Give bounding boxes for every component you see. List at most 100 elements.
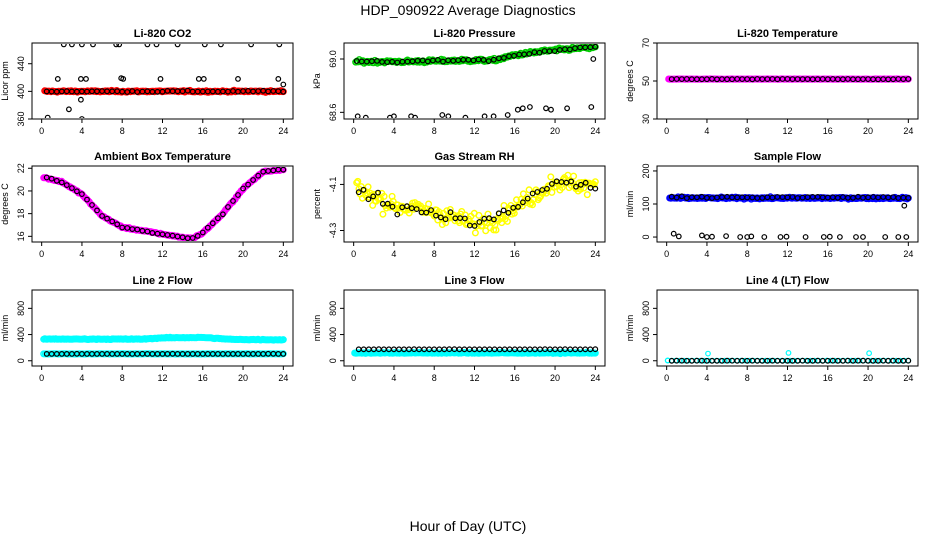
x-tick-label: 24 [903,249,913,259]
data-point [63,182,70,189]
outlier-point [826,233,833,240]
data-point [240,185,247,192]
data-point [179,234,186,241]
x-tick-label: 24 [903,126,913,136]
data-point [534,189,541,195]
outlier-point [195,75,202,82]
panel-line-4-lt-flow: Line 4 (LT) Flow ml/min 0 4 8 12 16 20 24 0 400 800 [625,275,919,383]
x-tick-label: 4 [391,249,396,259]
y-tick-label: 30 [641,114,651,124]
data-point [568,178,575,185]
data-point [379,210,387,218]
y-tick-label: 69.0 [328,50,338,68]
data-point [490,56,497,63]
panel-title: Gas Stream RH [434,151,514,163]
y-tick-label: 440 [16,56,26,71]
x-tick-label: 12 [157,249,167,259]
y-axis-label: ml/min [312,315,322,342]
x-tick-label: 0 [664,249,669,259]
outlier-point [218,44,224,48]
x-tick-label: 16 [823,126,833,136]
outlier-point [120,75,127,82]
data-point [360,186,367,193]
data-point [511,52,517,59]
data-point [510,209,518,217]
x-tick-label: 0 [39,126,44,136]
data-point [442,216,449,223]
outlier-point [113,44,120,48]
data-point [124,225,131,231]
data-point [458,207,466,215]
panel-li-820-temperature: Li-820 Temperature degrees C 0 4 8 12 16 20 24 30… [625,28,919,136]
x-tick-label: 4 [704,126,709,136]
outlier-point [853,234,859,240]
data-point [279,336,287,344]
data-point [250,177,257,183]
data-point [89,202,95,208]
x-tick-label: 24 [590,249,600,259]
outlier-point [248,44,254,48]
y-axis-label: degrees C [625,60,635,102]
outlier-point [785,350,792,356]
outlier-point [705,350,711,357]
outlier-point [802,234,809,240]
data-points [353,171,599,237]
series-dense [40,167,287,241]
y-tick-label: 0 [641,235,651,240]
x-tick-label: 20 [863,249,873,259]
panel-sample-flow: Sample Flow ml/min 0 4 8 12 16 20 24 0 100 200 [625,151,919,259]
data-points [352,44,599,118]
y-tick-label: 18 [16,209,26,219]
data-point [199,229,206,236]
data-points [40,333,287,358]
outlier-point [439,112,446,118]
outlier-point [895,234,902,240]
data-point [425,200,433,208]
series-dense [664,350,912,364]
x-tick-label: 4 [704,249,709,259]
x-tick-label: 20 [550,373,560,383]
data-point [440,58,446,65]
x-tick-label: 12 [782,249,792,259]
data-point [678,193,685,200]
panel-li-820-pressure: Li-820 Pressure kPa 0 4 8 12 16 20 24 68.6 69.0 [312,28,606,136]
outlier-point [90,44,96,48]
data-point [225,204,231,210]
x-tick-label: 12 [469,373,479,383]
data-point [209,220,216,227]
x-tick-label: 20 [863,126,873,136]
x-tick-label: 0 [664,126,669,136]
data-point [58,179,65,186]
y-tick-label: -4.3 [328,223,338,239]
data-point [374,58,380,64]
series-averages [43,44,287,118]
x-tick-label: 0 [351,126,356,136]
data-point [549,180,555,187]
series-averages [355,346,599,353]
data-point [365,196,372,203]
x-tick-label: 20 [238,126,248,136]
x-tick-label: 8 [745,126,750,136]
data-point [428,207,435,214]
x-tick-label: 12 [157,126,167,136]
x-tick-label: 8 [120,249,125,259]
data-point [446,205,454,213]
data-point [582,179,589,186]
data-point [280,167,287,173]
data-point [500,207,507,214]
data-point [280,351,287,357]
panel-gas-stream-rh: Gas Stream RH percent 0 4 8 12 16 20 24 -4.3 -4.1 [312,151,606,259]
x-tick-label: 24 [278,249,288,259]
x-tick-label: 12 [782,373,792,383]
x-axis-label: Hour of Day (UTC) [409,518,527,534]
x-tick-label: 20 [863,373,873,383]
y-axis-label: ml/min [625,315,635,342]
outlier-point [704,234,710,240]
data-point [480,57,487,63]
outlier-point [144,44,151,48]
outlier-point [675,233,682,240]
outlier-point [44,114,51,118]
y-tick-label: -4.1 [328,177,338,193]
data-point [214,215,221,222]
outlier-point [362,114,369,118]
